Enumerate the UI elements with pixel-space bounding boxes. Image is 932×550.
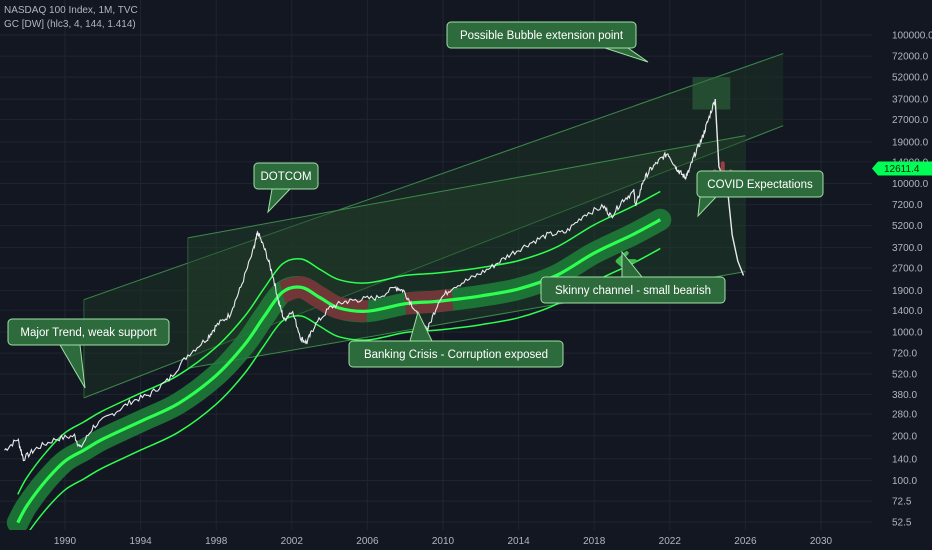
x-tick-label: 1998 <box>205 536 228 547</box>
y-tick-label: 2700.0 <box>892 263 923 274</box>
y-tick-label: 52.5 <box>892 518 912 529</box>
callout-bubble[interactable]: Possible Bubble extension point <box>446 21 649 63</box>
ribbon-upper-edge <box>17 190 661 495</box>
y-tick-label: 140.0 <box>892 454 917 465</box>
x-tick-label: 1994 <box>129 536 152 547</box>
callout-box <box>696 170 824 198</box>
y-tick-label: 520.0 <box>892 370 917 381</box>
symbol-title: NASDAQ 100 Index, 1M, TVC <box>4 5 138 16</box>
y-tick-label: 52000.0 <box>892 73 929 84</box>
x-tick-label: 2014 <box>507 536 530 547</box>
callout-dotcom[interactable]: DOTCOM <box>253 162 319 214</box>
x-tick-label: 2006 <box>356 536 379 547</box>
x-tick-label: 2002 <box>281 536 304 547</box>
y-tick-label: 3700.0 <box>892 243 923 254</box>
y-tick-label: 1900.0 <box>892 286 923 297</box>
y-tick-label: 280.0 <box>892 410 917 421</box>
y-tick-label: 100000.0 <box>892 31 932 42</box>
callout-box <box>348 340 564 368</box>
last-price-tag <box>872 161 932 176</box>
y-tick-label: 19000.0 <box>892 138 929 149</box>
projection-line <box>714 99 745 276</box>
y-tick-label: 1000.0 <box>892 327 923 338</box>
indicator-title: GC [DW] (hlc3, 4, 144, 1.414) <box>4 19 136 30</box>
ribbon-lower-edge <box>17 247 661 550</box>
gc-ribbon <box>6 190 672 550</box>
x-tick-label: 2010 <box>432 536 455 547</box>
callout-banking[interactable]: Banking Crisis - Corruption exposed <box>348 310 564 368</box>
price-axis[interactable] <box>872 0 932 550</box>
callout-text: Skinny channel - small bearish <box>555 285 711 297</box>
x-tick-label: 2030 <box>810 536 833 547</box>
last-price-value: 12611.4 <box>884 164 920 175</box>
x-tick-label: 2026 <box>734 536 757 547</box>
y-tick-label: 1400.0 <box>892 306 923 317</box>
time-axis[interactable] <box>0 530 932 550</box>
y-tick-label: 720.0 <box>892 349 917 360</box>
callout-text: DOTCOM <box>260 171 311 183</box>
callout-box <box>446 21 637 49</box>
x-tick-label: 2018 <box>583 536 606 547</box>
callout-text: Possible Bubble extension point <box>460 30 624 42</box>
y-tick-label: 7200.0 <box>892 200 923 211</box>
y-tick-label: 10000.0 <box>892 179 929 190</box>
callout-text: Banking Crisis - Corruption exposed <box>364 349 548 361</box>
y-tick-label: 37000.0 <box>892 95 929 106</box>
callout-major-trend[interactable]: Major Trend, weak support <box>7 318 170 389</box>
y-tick-label: 200.0 <box>892 431 917 442</box>
skinny-channel-upper <box>187 135 746 239</box>
price-line <box>4 99 716 462</box>
y-tick-label: 72000.0 <box>892 52 929 63</box>
x-tick-label: 1990 <box>54 536 77 547</box>
bubble-extension-box <box>692 77 731 110</box>
callout-skinny[interactable]: Skinny channel - small bearish <box>540 250 726 304</box>
callout-box <box>540 276 726 304</box>
y-tick-label: 72.5 <box>892 497 912 508</box>
y-tick-label: 380.0 <box>892 390 917 401</box>
callout-box <box>253 162 319 190</box>
callout-text: COVID Expectations <box>707 179 813 191</box>
y-tick-label: 100.0 <box>892 476 917 487</box>
ribbon-core-line <box>16 218 662 524</box>
callout-text: Major Trend, weak support <box>20 327 157 339</box>
y-tick-label: 27000.0 <box>892 115 929 126</box>
y-tick-label: 5200.0 <box>892 221 923 232</box>
callout-covid[interactable]: COVID Expectations <box>696 170 824 218</box>
callout-box <box>7 318 170 346</box>
x-tick-label: 2022 <box>659 536 682 547</box>
